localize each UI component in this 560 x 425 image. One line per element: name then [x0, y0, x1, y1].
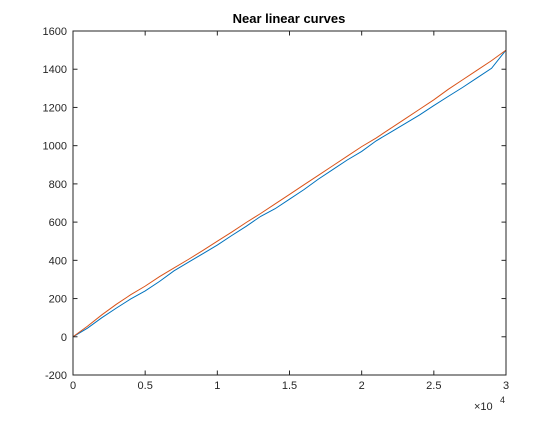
x-exponent-power: 4 [500, 395, 505, 405]
chart-title: Near linear curves [233, 11, 346, 26]
y-tick-label: 600 [49, 217, 67, 229]
y-tick-label: 0 [61, 332, 67, 344]
x-tick-label: 0.5 [138, 380, 153, 392]
x-exponent-base: ×10 [474, 401, 493, 413]
y-tick-label: 1000 [43, 141, 67, 153]
x-axis: 0 0.5 1 1.5 2 2.5 3 [70, 31, 509, 392]
y-tick-label: 1400 [43, 64, 67, 76]
x-tick-label: 2 [359, 380, 365, 392]
y-tick-label: 800 [49, 179, 67, 191]
x-tick-label: 1 [214, 380, 220, 392]
y-tick-label: 1600 [43, 26, 67, 38]
x-tick-label: 3 [503, 380, 509, 392]
x-tick-label: 2.5 [426, 380, 441, 392]
series-line-1 [72, 49, 507, 338]
y-tick-label: -200 [45, 370, 67, 382]
x-tick-label: 0 [70, 380, 76, 392]
x-axis-exponent-label: ×10 4 [474, 395, 505, 413]
y-tick-label: 1200 [43, 102, 67, 114]
y-tick-label: 400 [49, 255, 67, 267]
axes-box [72, 30, 507, 376]
series-line-2 [72, 49, 507, 338]
y-axis: -200 0 200 400 600 800 1000 1200 1400 1600 [43, 26, 506, 382]
series-layer [72, 49, 507, 338]
x-tick-label: 1.5 [282, 380, 297, 392]
y-tick-label: 200 [49, 294, 67, 306]
